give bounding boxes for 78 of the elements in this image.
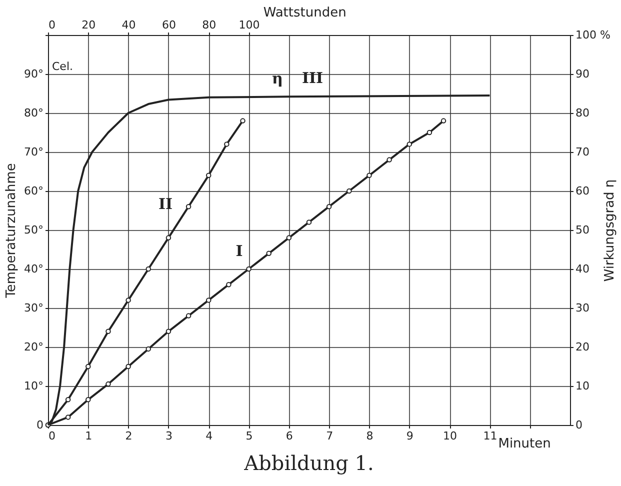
- point: [226, 282, 232, 288]
- y-tick-label: 0: [36, 418, 44, 432]
- x-tick-label: 0: [48, 430, 56, 442]
- annotation: III: [302, 69, 324, 88]
- y-axis-title: Temperaturzunahme: [4, 163, 20, 299]
- x2-axis-title: Wattstunden: [263, 6, 346, 20]
- y-tick-label: 70°: [24, 146, 44, 158]
- point: [224, 142, 230, 147]
- point: [106, 328, 111, 334]
- point: [146, 266, 152, 272]
- y-tick-label: 50°: [24, 224, 44, 236]
- point: [440, 118, 446, 124]
- point: [346, 188, 352, 194]
- point: [126, 364, 131, 370]
- x2-tick-label: 20: [82, 18, 96, 32]
- point: [386, 157, 392, 162]
- point: [206, 172, 212, 178]
- x-tick-label: 2: [125, 430, 132, 442]
- point: [166, 235, 172, 240]
- x-tick-label: 6: [286, 430, 293, 442]
- point: [106, 381, 111, 387]
- y2-tick-label: 40: [576, 262, 590, 276]
- x-tick-label: 11: [483, 430, 498, 442]
- y-tick-label: 40°: [24, 262, 44, 276]
- y2-tick-label: 20: [576, 340, 590, 354]
- point: [186, 313, 192, 318]
- y2-tick-label: 90: [576, 68, 590, 80]
- point: [166, 328, 172, 334]
- y2-tick-label: 100 %: [576, 28, 610, 42]
- point: [246, 266, 252, 272]
- point: [366, 172, 372, 178]
- x-tick-label: 7: [326, 430, 334, 442]
- point: [126, 298, 131, 303]
- y-tick-label: 20°: [24, 340, 44, 354]
- y-tick-label: 10°: [24, 380, 44, 392]
- point: [65, 397, 71, 402]
- y-tick-label: 80°: [24, 106, 44, 120]
- point: [146, 346, 152, 352]
- point: [266, 250, 272, 256]
- annotation: Cel.: [52, 60, 74, 73]
- x-tick-label: 1: [85, 430, 92, 442]
- y2-tick-label: 0: [576, 418, 582, 432]
- point: [86, 364, 91, 370]
- point: [240, 118, 246, 124]
- y2-tick-label: 30: [576, 302, 590, 314]
- y2-tick-label: 60: [576, 184, 590, 198]
- x2-tick-label: 0: [48, 18, 56, 32]
- point: [65, 414, 71, 420]
- point: [406, 142, 412, 147]
- x2-tick-label: 80: [202, 18, 216, 32]
- point: [86, 397, 91, 402]
- x-tick-label: 5: [246, 430, 253, 442]
- x2-tick-label: 60: [162, 18, 176, 32]
- point: [326, 204, 332, 210]
- point: [426, 130, 432, 136]
- text: Abbildung 1.: [243, 451, 374, 475]
- y2-axis-title: Wirkungsgrad η: [602, 179, 618, 282]
- y-tick-label: 90°: [24, 68, 44, 80]
- annotation: η: [272, 70, 283, 88]
- y-tick-label: 30°: [24, 302, 44, 314]
- y2-tick-label: 70: [576, 146, 590, 158]
- y-tick-label: 60°: [24, 184, 44, 198]
- x2-tick-label: 40: [122, 18, 136, 32]
- y2-tick-label: 10: [576, 380, 590, 392]
- y2-tick-label: 50: [576, 224, 590, 236]
- x-tick-label: 4: [206, 430, 213, 442]
- x2-tick-label: 100: [238, 18, 260, 32]
- x-tick-label: 8: [366, 430, 374, 442]
- point: [286, 235, 292, 240]
- x-tick-label: 10: [443, 430, 458, 442]
- x-axis-title: Minuten: [498, 436, 551, 452]
- y2-tick-label: 80: [576, 106, 590, 120]
- point: [186, 204, 192, 210]
- x-tick-label: 3: [165, 430, 172, 442]
- x-tick-label: 9: [406, 430, 414, 442]
- point: [206, 298, 212, 303]
- point: [306, 220, 312, 225]
- annotation: I: [236, 242, 243, 260]
